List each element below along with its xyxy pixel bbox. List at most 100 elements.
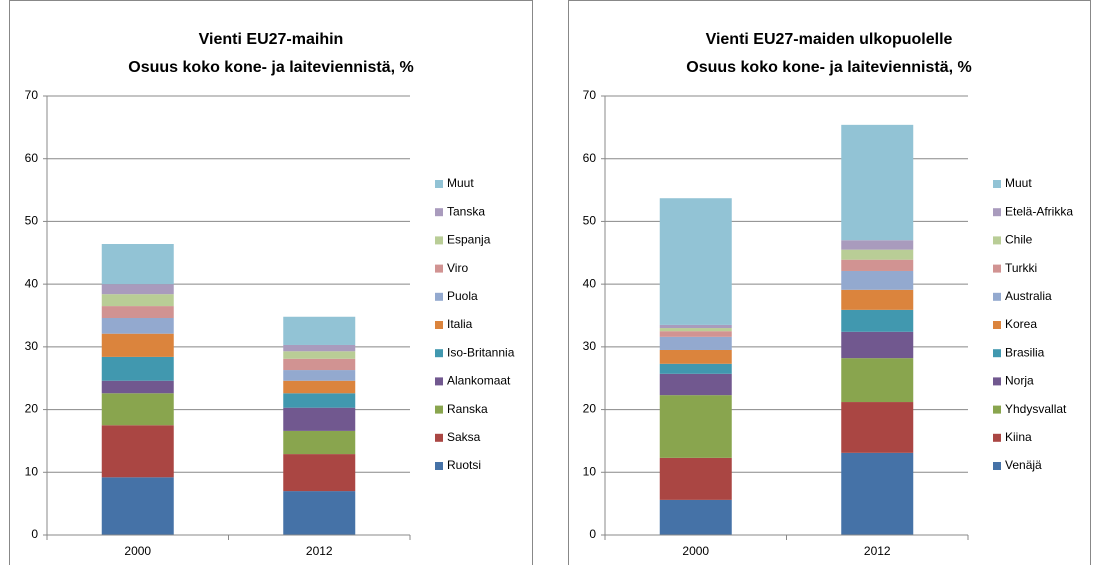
bar-segment bbox=[101, 356, 174, 381]
bar-segment bbox=[841, 259, 914, 271]
legend-label: Viro bbox=[447, 261, 468, 275]
bar-segment bbox=[659, 336, 732, 350]
legend-label: Ranska bbox=[447, 402, 488, 416]
chart-subtitle: Osuus koko kone- ja laiteviennistä, % bbox=[128, 59, 413, 76]
legend-swatch bbox=[435, 264, 443, 273]
bar-segment bbox=[659, 373, 732, 396]
bar-segment bbox=[659, 349, 732, 364]
bar-segment bbox=[101, 380, 174, 394]
legend-label: Ruotsi bbox=[447, 458, 481, 472]
legend-label: Yhdysvallat bbox=[1005, 402, 1067, 416]
bar-segment bbox=[283, 370, 356, 381]
legend-swatch bbox=[435, 321, 443, 329]
bar-segment bbox=[659, 328, 732, 332]
legend-swatch bbox=[993, 236, 1001, 245]
bar-segment bbox=[283, 358, 356, 371]
y-tick-label: 70 bbox=[25, 88, 39, 102]
bar-segment bbox=[101, 318, 174, 334]
bar-segment bbox=[283, 344, 356, 352]
legend-label: Brasilia bbox=[1005, 345, 1045, 359]
y-tick-label: 40 bbox=[25, 276, 39, 290]
legend-label: Korea bbox=[1005, 317, 1037, 331]
bar-segment bbox=[841, 309, 914, 332]
legend-label: Saksa bbox=[447, 430, 481, 444]
bar-segment bbox=[101, 477, 174, 535]
bar-segment bbox=[659, 324, 732, 329]
y-tick-label: 60 bbox=[583, 151, 597, 165]
y-tick-label: 60 bbox=[25, 151, 39, 165]
chart-title: Vienti EU27-maihin bbox=[199, 31, 344, 48]
bar-segment bbox=[283, 430, 356, 455]
legend-label: Italia bbox=[447, 317, 473, 331]
legend-swatch bbox=[435, 180, 443, 188]
bar-segment bbox=[101, 393, 174, 426]
legend-swatch bbox=[435, 208, 443, 217]
bar-segment bbox=[659, 198, 732, 325]
bar-segment bbox=[101, 284, 174, 295]
bar-segment bbox=[283, 407, 356, 431]
legend-label: Australia bbox=[1005, 289, 1052, 303]
x-tick-label: 2012 bbox=[306, 544, 333, 558]
legend-swatch bbox=[435, 462, 443, 470]
chart-frame bbox=[9, 0, 533, 565]
legend-label: Alankomaat bbox=[447, 374, 511, 388]
chart-frame bbox=[568, 0, 1091, 565]
legend-label: Kiina bbox=[1005, 430, 1032, 444]
bar-segment bbox=[841, 270, 914, 290]
bar-segment bbox=[101, 425, 174, 478]
legend-label: Norja bbox=[1005, 374, 1034, 388]
x-tick-label: 2012 bbox=[864, 544, 891, 558]
bar-segment bbox=[841, 402, 914, 453]
legend-swatch bbox=[993, 292, 1001, 301]
y-tick-label: 30 bbox=[583, 339, 597, 353]
bar-segment bbox=[283, 393, 356, 408]
y-tick-label: 70 bbox=[583, 88, 597, 102]
legend-label: Espanja bbox=[447, 233, 491, 247]
bar-segment bbox=[841, 124, 914, 241]
legend-swatch bbox=[993, 321, 1001, 329]
y-tick-label: 30 bbox=[25, 339, 39, 353]
legend-swatch bbox=[993, 377, 1001, 386]
legend-label: Turkki bbox=[1005, 261, 1037, 275]
legend-label: Tanska bbox=[447, 204, 485, 218]
bar-segment bbox=[659, 499, 732, 535]
bar-segment bbox=[841, 452, 914, 535]
legend-label: Muut bbox=[447, 176, 474, 190]
legend-label: Venäjä bbox=[1005, 458, 1042, 472]
legend-swatch bbox=[435, 236, 443, 245]
legend-swatch bbox=[435, 292, 443, 301]
legend-swatch bbox=[993, 208, 1001, 217]
bar-segment bbox=[841, 249, 914, 260]
y-tick-label: 0 bbox=[31, 527, 38, 541]
bar-segment bbox=[659, 457, 732, 500]
y-tick-label: 50 bbox=[25, 214, 39, 228]
legend-label: Chile bbox=[1005, 233, 1033, 247]
bar-segment bbox=[659, 395, 732, 458]
bar-segment bbox=[841, 289, 914, 310]
bar-segment bbox=[101, 333, 174, 357]
legend-swatch bbox=[435, 433, 443, 442]
bar-segment bbox=[101, 306, 174, 319]
x-tick-label: 2000 bbox=[682, 544, 709, 558]
y-tick-label: 20 bbox=[25, 402, 39, 416]
bar-segment bbox=[101, 244, 174, 285]
y-tick-label: 10 bbox=[25, 464, 39, 478]
legend-label: Etelä-Afrikka bbox=[1005, 204, 1073, 218]
legend-swatch bbox=[435, 349, 443, 358]
legend-label: Puola bbox=[447, 289, 478, 303]
bar-segment bbox=[841, 240, 914, 250]
legend-label: Iso-Britannia bbox=[447, 345, 515, 359]
chart-title: Vienti EU27-maiden ulkopuolelle bbox=[706, 31, 953, 48]
legend-swatch bbox=[993, 433, 1001, 442]
legend-swatch bbox=[435, 405, 443, 414]
bar-segment bbox=[283, 380, 356, 394]
y-tick-label: 50 bbox=[583, 214, 597, 228]
bar-segment bbox=[659, 363, 732, 374]
y-tick-label: 10 bbox=[583, 464, 597, 478]
bar-segment bbox=[283, 454, 356, 492]
bar-segment bbox=[841, 358, 914, 403]
x-tick-label: 2000 bbox=[124, 544, 151, 558]
legend-swatch bbox=[993, 405, 1001, 414]
bar-segment bbox=[283, 491, 356, 535]
